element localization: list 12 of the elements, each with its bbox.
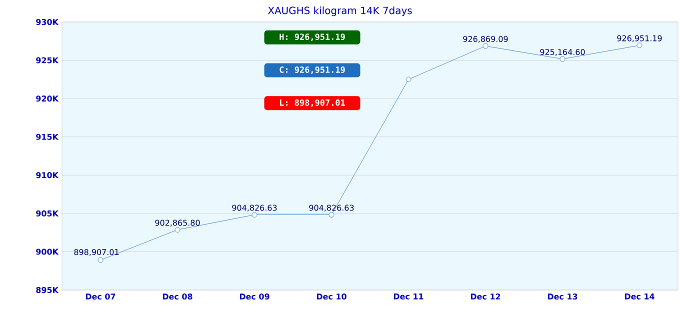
point [482,43,488,49]
chart-title: XAUGHS kilogram 14K 7days [268,6,412,16]
annotation: H: 926,951.19 [280,34,345,42]
point [406,76,412,82]
point [560,56,566,62]
point [252,212,258,218]
point [174,227,180,232]
point [328,212,334,218]
annotation: C: 926,951.19 [280,66,345,74]
point [98,257,104,263]
point [636,42,642,48]
annotation: L: 898,907.01 [280,99,345,107]
